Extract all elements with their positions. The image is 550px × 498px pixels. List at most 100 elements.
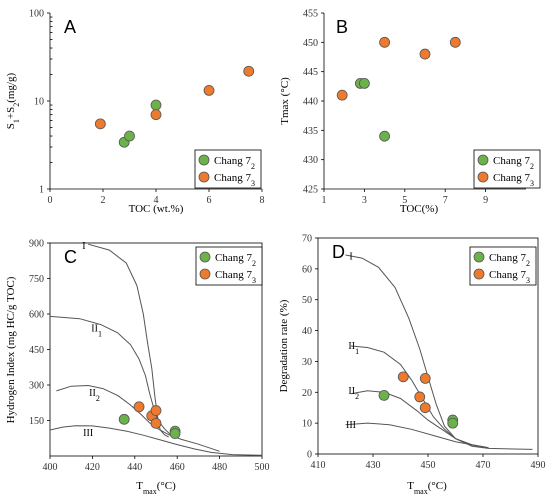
curve-label: II2	[89, 388, 100, 403]
y-axis-title: Tmax (°C)	[279, 77, 291, 125]
data-point-orange	[150, 405, 162, 416]
y-tick-label: 40	[302, 326, 312, 337]
panel-d: 0 10 20 30 40 50 60 70 410 430 450 470 490 I II1 II2 III…	[302, 234, 546, 472]
x-tick-label: 3	[362, 195, 367, 206]
data-point-green	[150, 99, 162, 111]
panel-c: 150 300 450 600 750 900 400 420 440 460 480 500 I II1…	[29, 239, 270, 474]
y-tick-label: 445	[303, 67, 318, 78]
x-tick-label: 450	[421, 460, 436, 471]
x-axis-title: Tmax(°C)	[407, 480, 447, 496]
curve-label: I	[349, 252, 352, 263]
legend-label: Chang 72	[493, 155, 534, 171]
data-point-green	[118, 413, 130, 425]
evolution-curve-3	[56, 384, 220, 452]
legend-marker-green	[473, 251, 485, 263]
data-point-green	[379, 130, 391, 142]
evolution-curve-4	[345, 422, 489, 449]
legend-marker-green	[477, 154, 489, 166]
x-tick-label: 0	[48, 195, 53, 206]
legend-label: Chang 73	[214, 172, 255, 188]
x-tick-label: 440	[127, 462, 142, 473]
legend-marker-orange	[199, 268, 211, 280]
legend-marker-green	[198, 154, 210, 166]
legend-marker-orange	[473, 268, 485, 280]
y-tick-label: 300	[29, 381, 44, 392]
y-tick-label: 70	[302, 234, 312, 245]
curve-label: I	[82, 241, 85, 252]
data-point-orange	[336, 89, 348, 101]
evolution-curve-4	[49, 425, 263, 456]
y-tick-label: 1	[39, 185, 44, 196]
data-point-orange	[419, 48, 431, 60]
x-tick-label: 490	[531, 460, 546, 471]
x-tick-label: 5	[402, 195, 407, 206]
data-point-orange	[150, 109, 162, 121]
x-axis-title: TOC(%)	[400, 203, 439, 215]
data-point-orange	[133, 401, 145, 413]
data-point-orange	[203, 84, 215, 96]
y-tick-label: 750	[29, 274, 44, 285]
x-tick-label: 460	[170, 462, 185, 473]
data-point-green	[124, 130, 135, 142]
data-point-orange	[397, 371, 409, 383]
y-tick-label: 10	[302, 419, 312, 430]
data-point-orange	[94, 118, 106, 130]
panel-letter: C	[64, 247, 77, 267]
curve-label: III	[346, 420, 356, 431]
data-point-green	[447, 417, 459, 429]
x-tick-label: 400	[43, 462, 58, 473]
y-axis-title: Degradation rate (%)	[278, 299, 290, 392]
x-tick-label: 500	[255, 462, 270, 473]
data-point-orange	[419, 372, 431, 384]
y-tick-label: 435	[303, 126, 318, 137]
curve-label: II1	[91, 323, 102, 338]
legend-label: Chang 72	[215, 252, 256, 268]
legend-label: Chang 73	[215, 269, 256, 285]
data-point-orange	[419, 402, 431, 414]
curve-label: II1	[348, 341, 359, 356]
legend-label: Chang 73	[493, 172, 534, 188]
y-axis-title: S1+S2(mg/g)	[5, 72, 21, 129]
x-axis-title: Tmax(°C)	[136, 480, 176, 496]
x-tick-label: 7	[443, 195, 448, 206]
x-tick-label: 8	[260, 195, 265, 206]
y-tick-label: 425	[303, 185, 318, 196]
panel-letter: A	[64, 17, 76, 37]
x-tick-label: 480	[212, 462, 227, 473]
x-tick-label: 2	[101, 195, 106, 206]
y-tick-label: 60	[302, 264, 312, 275]
y-axis-title: Hydrogen Index (mg HC/g TOC)	[5, 276, 17, 423]
legend-label: Chang 72	[214, 155, 255, 171]
legend-marker-orange	[477, 171, 489, 183]
y-tick-label: 150	[29, 416, 44, 427]
y-tick-label: 900	[29, 239, 44, 250]
x-axis-title: TOC (wt.%)	[129, 203, 184, 215]
y-tick-label: 430	[303, 155, 318, 166]
y-tick-label: 0	[307, 450, 312, 461]
data-point-green	[358, 78, 370, 89]
curve-label: II2	[348, 386, 359, 401]
y-tick-label: 455	[303, 9, 318, 20]
x-tick-label: 410	[311, 460, 326, 471]
y-tick-label: 100	[29, 9, 44, 20]
y-tick-label: 600	[29, 310, 44, 321]
legend-marker-green	[199, 251, 211, 263]
x-tick-label: 420	[85, 462, 100, 473]
curve-label: III	[83, 428, 93, 439]
x-tick-label: 470	[476, 460, 491, 471]
x-tick-label: 4	[154, 195, 159, 206]
x-tick-label: 1	[322, 195, 327, 206]
legend-label: Chang 73	[489, 269, 530, 285]
y-tick-label: 10	[34, 97, 44, 108]
y-tick-label: 450	[303, 38, 318, 49]
data-point-green	[169, 428, 181, 439]
data-point-orange	[449, 36, 461, 48]
y-tick-label: 50	[302, 295, 312, 306]
data-point-orange	[414, 391, 426, 403]
data-point-orange	[379, 36, 391, 48]
